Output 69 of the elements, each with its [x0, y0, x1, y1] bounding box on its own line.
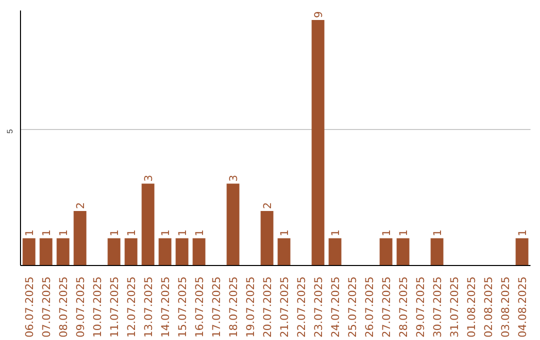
- data-label: 1: [278, 229, 291, 236]
- bar: [108, 238, 120, 266]
- data-label: 1: [431, 229, 444, 236]
- x-tick-label: 19.07.2025: [244, 276, 257, 338]
- data-label: 1: [380, 229, 393, 236]
- x-tick-label: 16.07.2025: [193, 276, 206, 338]
- bar: [40, 238, 52, 266]
- x-tick-label: 29.07.2025: [414, 276, 427, 338]
- x-tick-label: 17.07.2025: [210, 276, 223, 338]
- bar: [396, 238, 410, 266]
- data-label: 3: [227, 174, 240, 182]
- x-tick-label: 30.07.2025: [431, 276, 444, 338]
- x-tick-label: 08.07.2025: [57, 276, 70, 338]
- data-label: 1: [23, 229, 36, 236]
- data-label: 1: [125, 229, 138, 236]
- x-tick-label: 26.07.2025: [363, 276, 376, 338]
- data-label: 2: [261, 202, 274, 209]
- data-label: 1: [516, 229, 529, 236]
- x-tick-label: 12.07.2025: [125, 276, 138, 338]
- bar: [142, 184, 154, 266]
- bar: [260, 210, 274, 266]
- bar: [430, 238, 444, 266]
- bar: [56, 238, 70, 266]
- x-tick-label: 23.07.2025: [312, 276, 325, 338]
- x-tick-label: 11.07.2025: [108, 276, 121, 338]
- data-label: 1: [57, 229, 70, 236]
- bar: [380, 238, 392, 266]
- y-tick-label: 5: [6, 128, 14, 134]
- data-label: 1: [108, 229, 121, 236]
- x-tick-label: 14.07.2025: [159, 276, 172, 338]
- data-label: 1: [159, 229, 172, 236]
- bar: [22, 238, 36, 266]
- x-tick-label: 25.07.2025: [346, 276, 359, 338]
- data-label: 1: [176, 229, 189, 236]
- x-tick-label: 02.08.2025: [482, 276, 495, 338]
- data-label: 1: [397, 229, 410, 236]
- bar: [226, 184, 240, 266]
- x-tick-label: 06.07.2025: [23, 276, 36, 338]
- bar: [192, 238, 206, 266]
- x-tick-label: 22.07.2025: [295, 276, 308, 338]
- x-tick-label: 04.08.2025: [516, 276, 529, 338]
- bar: [124, 238, 138, 266]
- x-tick-label: 20.07.2025: [261, 276, 274, 338]
- x-tick-label: 09.07.2025: [74, 276, 87, 338]
- bar: [176, 238, 188, 266]
- x-tick-label: 07.07.2025: [40, 276, 53, 338]
- x-tick-label: 18.07.2025: [227, 276, 240, 338]
- data-label: 2: [74, 202, 87, 209]
- data-label: 9: [312, 11, 325, 18]
- data-label: 3: [142, 174, 155, 182]
- x-tick-label: 01.08.2025: [465, 276, 478, 338]
- x-tick-label: 31.07.2025: [448, 276, 461, 338]
- bar: [158, 238, 172, 266]
- x-tick-label: 13.07.2025: [142, 276, 155, 338]
- bar: [312, 20, 324, 266]
- bar: [74, 210, 86, 266]
- data-label: 1: [193, 229, 206, 236]
- data-label: 1: [329, 229, 342, 236]
- x-tick-label: 10.07.2025: [91, 276, 104, 338]
- x-tick-label: 28.07.2025: [397, 276, 410, 338]
- x-tick-label: 21.07.2025: [278, 276, 291, 338]
- x-tick-label: 24.07.2025: [329, 276, 342, 338]
- bar: [516, 238, 528, 266]
- bar: [278, 238, 290, 266]
- data-label: 1: [40, 229, 53, 236]
- bar: [328, 238, 342, 266]
- x-tick-label: 27.07.2025: [380, 276, 393, 338]
- x-tick-label: 03.08.2025: [499, 276, 512, 338]
- x-tick-label: 15.07.2025: [176, 276, 189, 338]
